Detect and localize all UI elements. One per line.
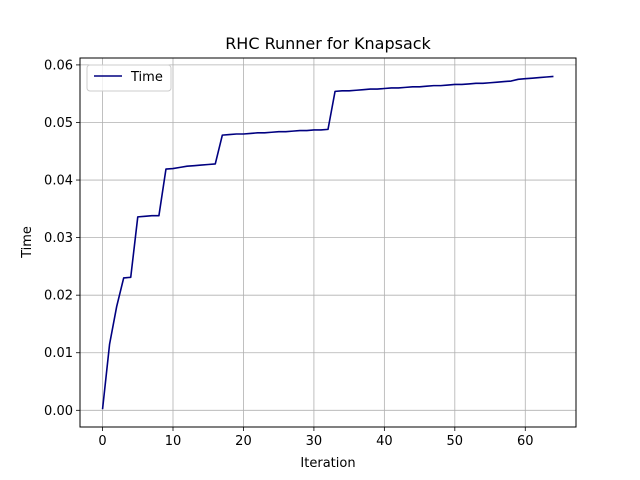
- x-tick-label: 0: [98, 434, 106, 449]
- legend-box: [86, 64, 172, 92]
- y-tick-label: 0.05: [44, 116, 73, 131]
- x-tick-label: 60: [517, 434, 534, 449]
- grid-lines: [80, 58, 576, 427]
- y-tick-label: 0.06: [44, 58, 73, 73]
- chart-title: RHC Runner for Knapsack: [225, 34, 431, 53]
- x-axis-label: Iteration: [300, 456, 355, 471]
- x-tick-label: 20: [235, 434, 252, 449]
- x-tick-label: 40: [376, 434, 393, 449]
- y-tick-label: 0.03: [44, 231, 73, 246]
- y-tick-label: 0.02: [44, 289, 73, 304]
- plot-series: [101, 75, 554, 410]
- axis-ticks: 0 10 20 30 40 50 60 0.00 0.01 0.02 0.03 0.04 0.05 0.0…: [44, 58, 533, 449]
- plot-frame: [79, 57, 577, 428]
- legend-label-time: Time: [130, 70, 163, 85]
- x-tick-label: 10: [165, 434, 182, 449]
- x-tick-label: 50: [447, 434, 464, 449]
- legend: Time: [86, 64, 172, 92]
- series-line-time: [101, 75, 554, 410]
- y-tick-label: 0.04: [44, 174, 73, 189]
- x-tick-label: 30: [306, 434, 323, 449]
- y-tick-label: 0.00: [44, 404, 73, 419]
- y-axis-label: Time: [20, 226, 35, 259]
- y-tick-label: 0.01: [44, 346, 73, 361]
